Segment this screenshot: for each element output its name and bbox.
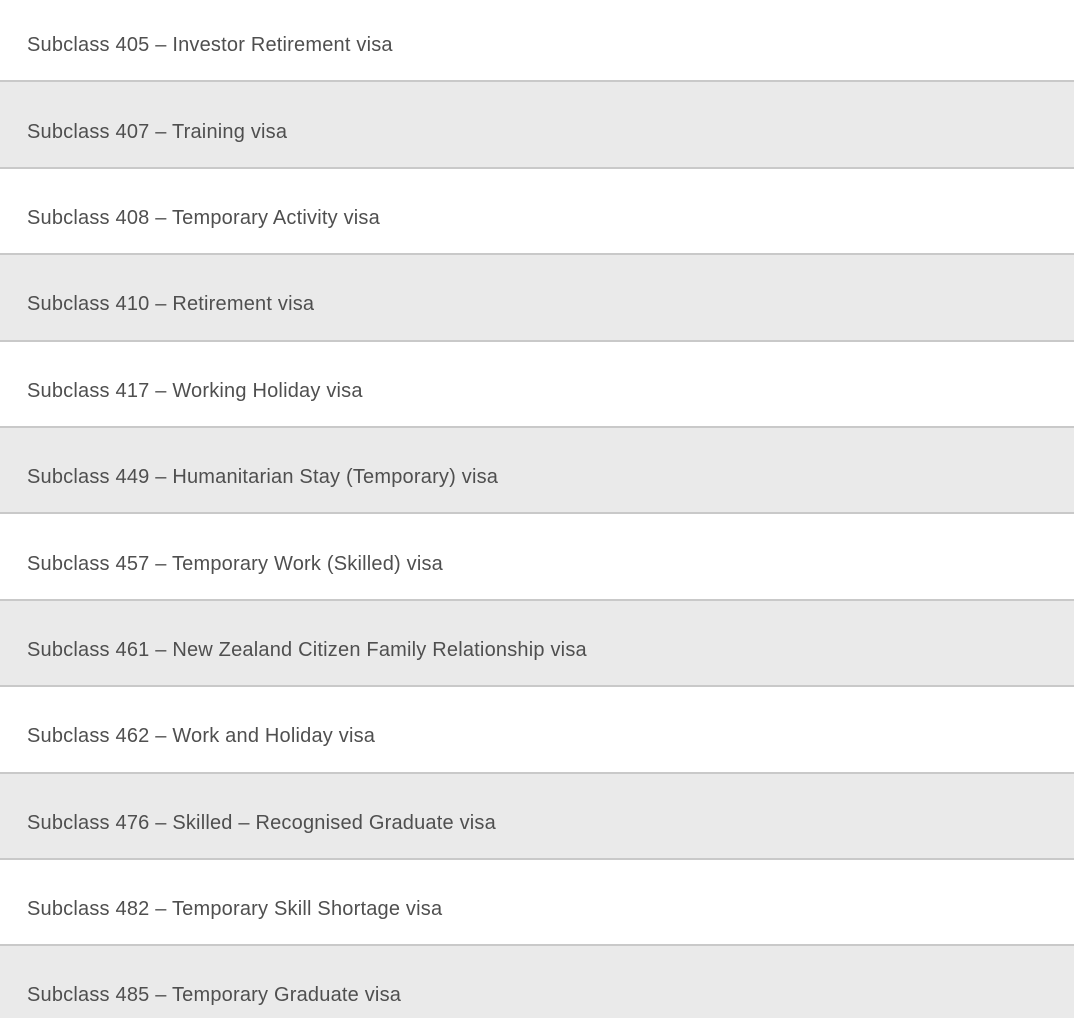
visa-list-item-476[interactable]: Subclass 476 – Skilled – Recognised Grad… [0, 773, 1074, 860]
visa-list-item-407[interactable]: Subclass 407 – Training visa [0, 82, 1074, 169]
visa-list-item-label: Subclass 417 – Working Holiday visa [27, 379, 363, 402]
visa-list-item-label: Subclass 405 – Investor Retirement visa [27, 34, 393, 57]
visa-list-item-label: Subclass 485 – Temporary Graduate visa [27, 984, 402, 1007]
visa-list-item-485[interactable]: Subclass 485 – Temporary Graduate visa [0, 946, 1074, 1018]
visa-list-item-label: Subclass 410 – Retirement visa [27, 293, 315, 316]
visa-list-item-label: Subclass 449 – Humanitarian Stay (Tempor… [27, 466, 499, 489]
visa-list-item-label: Subclass 461 – New Zealand Citizen Famil… [27, 638, 587, 661]
visa-list-item-410[interactable]: Subclass 410 – Retirement visa [0, 255, 1074, 342]
visa-list-item-label: Subclass 476 – Skilled – Recognised Grad… [27, 811, 496, 834]
visa-list-item-405[interactable]: Subclass 405 – Investor Retirement visa [0, 0, 1074, 83]
visa-list-item-462[interactable]: Subclass 462 – Work and Holiday visa [0, 687, 1074, 774]
visa-list-item-461[interactable]: Subclass 461 – New Zealand Citizen Famil… [0, 600, 1074, 688]
visa-list-item-449[interactable]: Subclass 449 – Humanitarian Stay (Tempor… [0, 427, 1074, 515]
visa-list-item-label: Subclass 457 – Temporary Work (Skilled) … [27, 552, 443, 575]
visa-list-item-457[interactable]: Subclass 457 – Temporary Work (Skilled) … [0, 514, 1074, 601]
visa-list-item-417[interactable]: Subclass 417 – Working Holiday visa [0, 341, 1074, 428]
visa-list-item-482[interactable]: Subclass 482 – Temporary Skill Shortage … [0, 859, 1074, 947]
visa-list-item-label: Subclass 482 – Temporary Skill Shortage … [27, 898, 443, 921]
visa-list-item-408[interactable]: Subclass 408 – Temporary Activity visa [0, 168, 1074, 256]
visa-list-item-label: Subclass 462 – Work and Holiday visa [27, 725, 376, 748]
visa-list-item-label: Subclass 408 – Temporary Activity visa [27, 206, 380, 229]
visa-list-item-label: Subclass 407 – Training visa [27, 120, 288, 143]
